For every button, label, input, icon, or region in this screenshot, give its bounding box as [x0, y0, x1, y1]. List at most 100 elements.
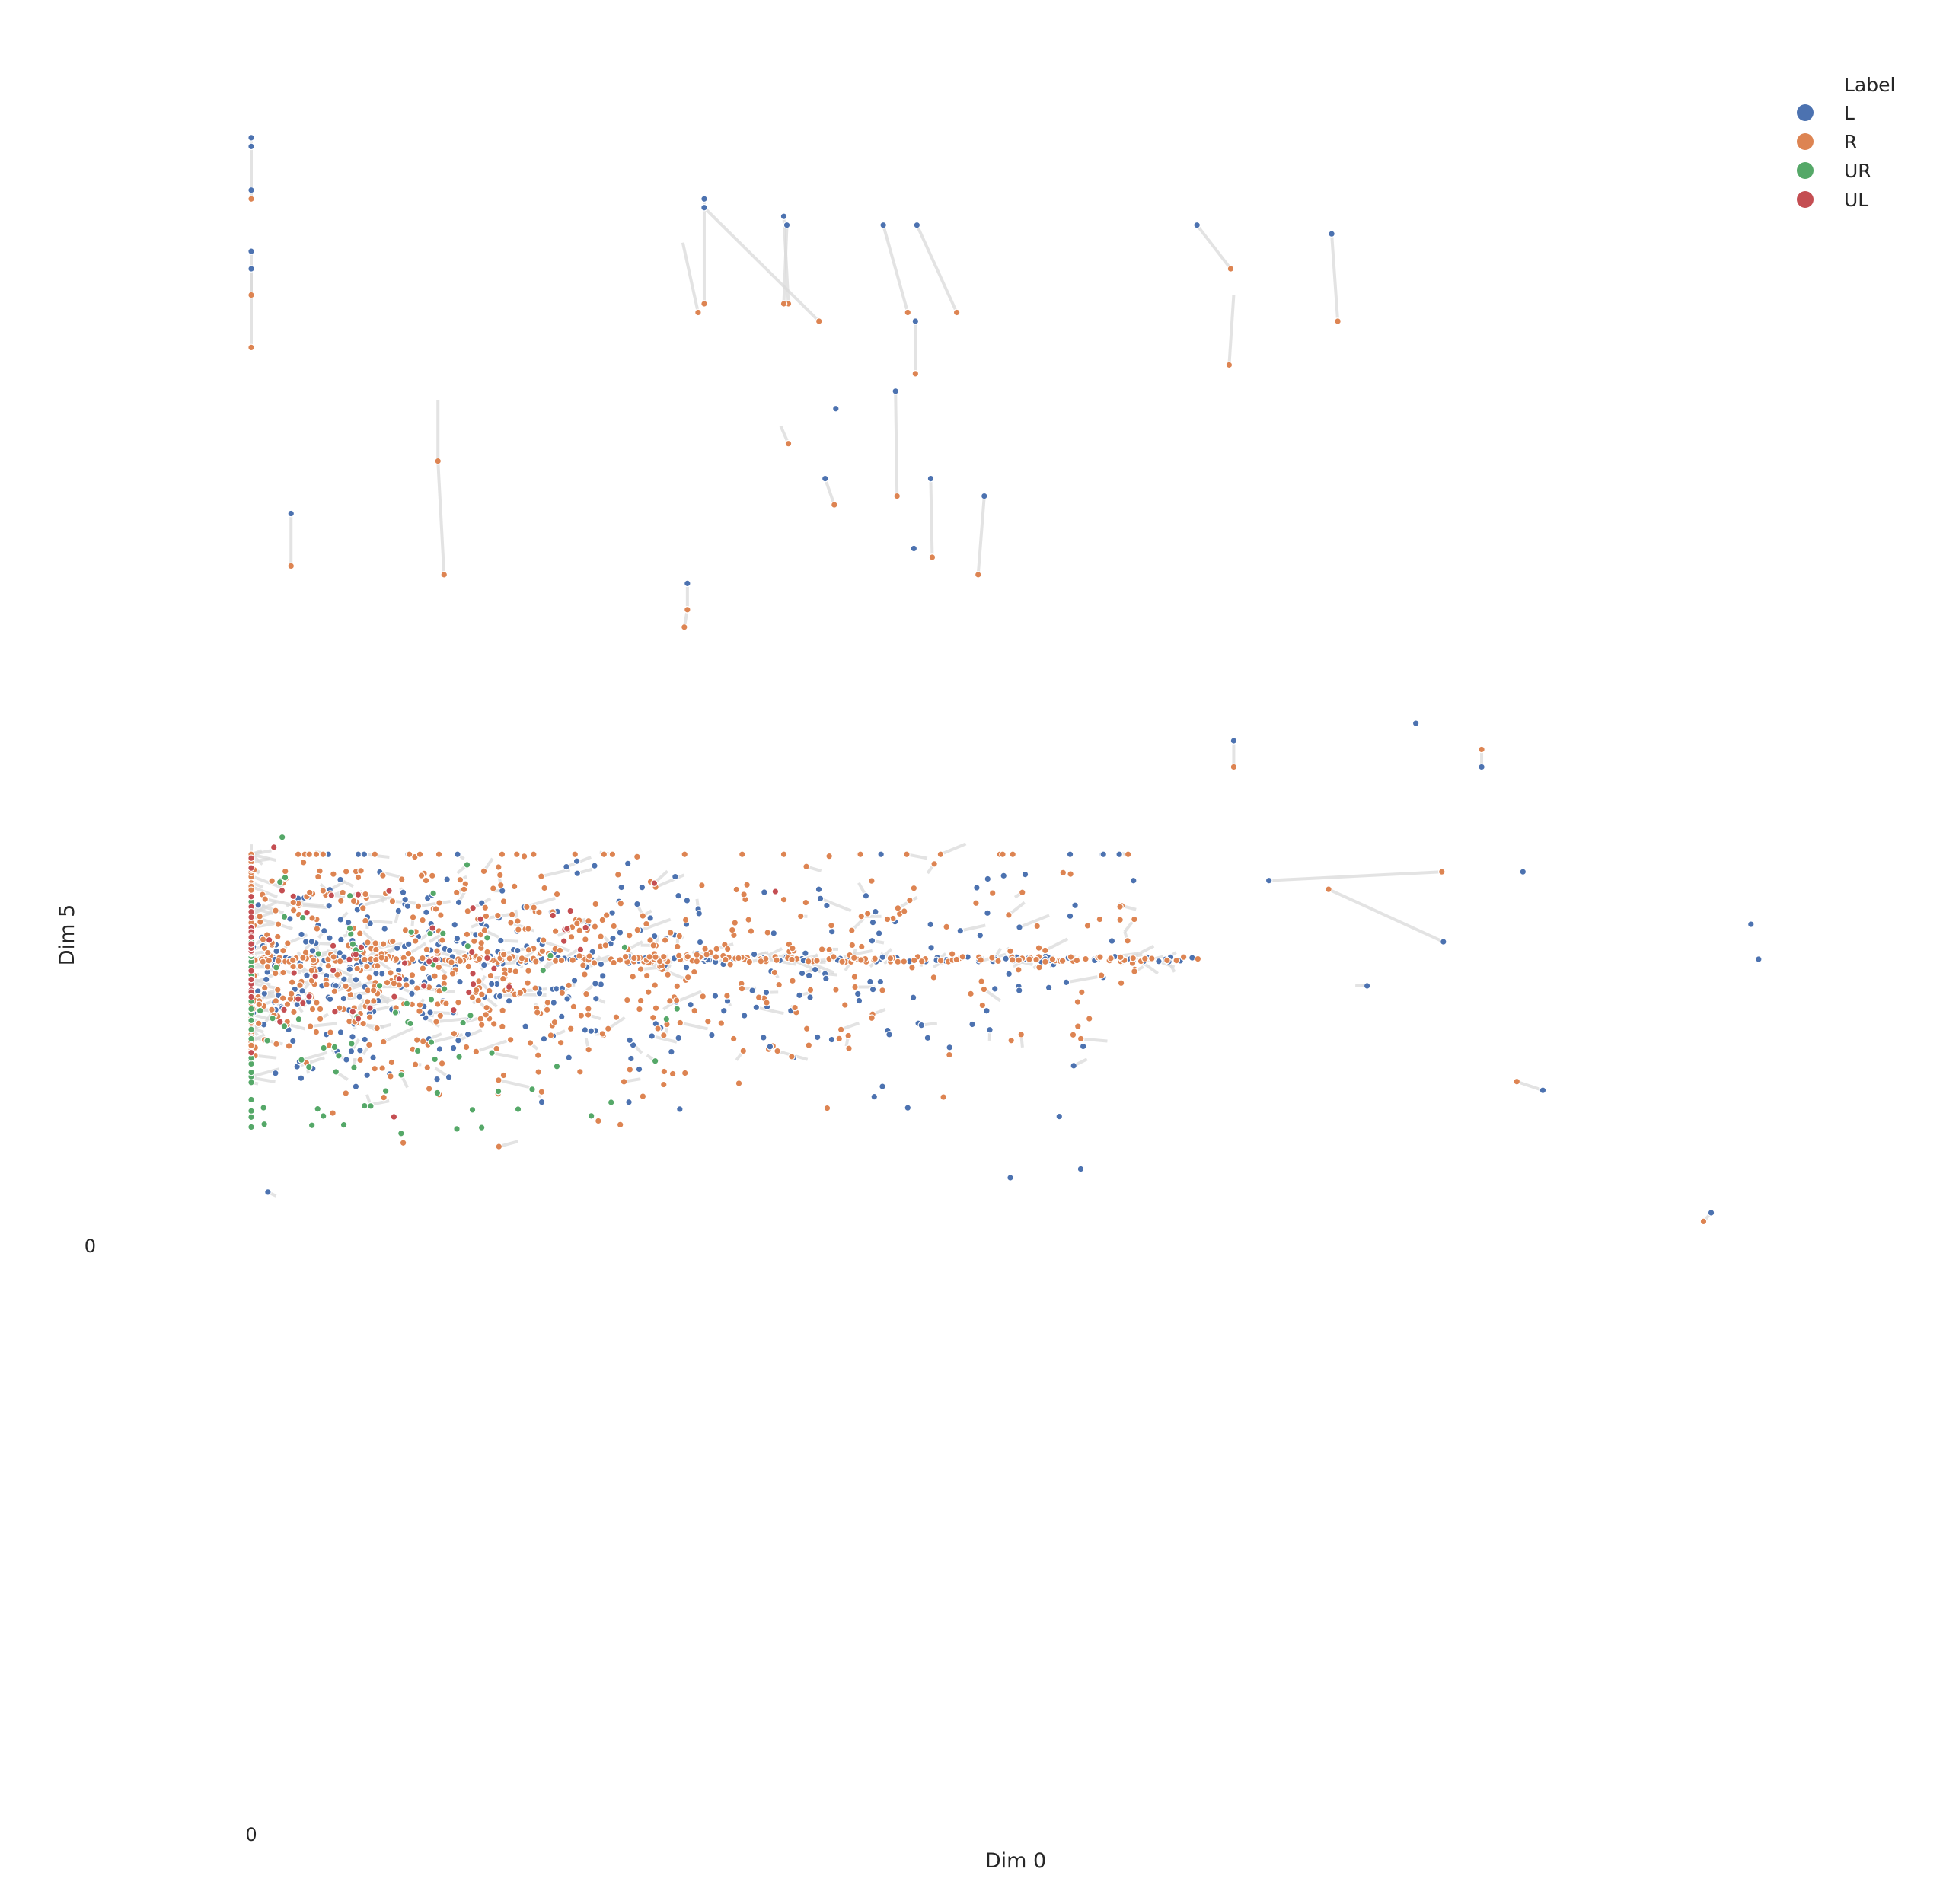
pair-line — [1195, 224, 1232, 270]
pair-line — [675, 990, 702, 1003]
data-point-l — [581, 1026, 589, 1034]
data-point-r — [299, 859, 308, 866]
data-point-r — [313, 999, 321, 1006]
data-point-r — [323, 981, 330, 989]
data-point-r — [312, 1028, 321, 1036]
data-point-l — [573, 869, 582, 877]
data-point-r — [373, 962, 381, 970]
data-point-ur — [464, 942, 472, 950]
data-point-r — [263, 962, 272, 971]
data-point-l — [522, 1022, 529, 1030]
data-point-ul — [354, 1015, 362, 1022]
data-point-r — [330, 870, 337, 878]
data-point-r — [700, 300, 708, 308]
data-point-r — [886, 955, 895, 962]
data-point-ur — [440, 985, 448, 993]
data-point-ul — [450, 1006, 458, 1014]
data-point-ur — [429, 889, 437, 898]
data-point-r — [639, 1092, 647, 1100]
data-point-r — [408, 955, 416, 963]
pair-line — [498, 1078, 531, 1089]
data-point-ur — [269, 1014, 276, 1022]
pair-line — [310, 1022, 337, 1029]
data-point-r — [633, 926, 642, 934]
data-point-r — [731, 919, 739, 926]
data-point-ur — [433, 1089, 442, 1097]
data-point-r — [693, 957, 701, 965]
data-point-ul — [247, 864, 255, 872]
data-point-r — [602, 911, 611, 919]
data-point-ur — [247, 1123, 255, 1131]
data-point-r — [482, 1011, 490, 1019]
data-point-r — [273, 1040, 280, 1048]
x-axis-label: Dim 0 — [985, 1849, 1046, 1873]
data-point-r — [610, 958, 617, 967]
data-point-l — [347, 1048, 356, 1055]
data-point-r — [565, 981, 573, 990]
data-point-r — [571, 850, 579, 859]
data-point-r — [365, 974, 373, 981]
data-point-ur — [381, 1087, 390, 1095]
data-point-r — [525, 925, 532, 933]
data-point-r — [699, 993, 707, 1000]
data-point-r — [850, 954, 858, 962]
data-point-ur — [247, 1016, 255, 1025]
data-point-r — [268, 877, 276, 885]
data-point-r — [272, 907, 279, 914]
data-point-r — [499, 898, 508, 905]
data-point-r — [371, 850, 379, 859]
data-point-r — [337, 897, 345, 905]
data-point-r — [815, 317, 823, 325]
data-point-ul — [280, 1006, 288, 1014]
data-point-l — [700, 195, 708, 203]
data-point-r — [1017, 1031, 1026, 1038]
data-point-ul — [247, 933, 255, 941]
data-point-l — [340, 975, 348, 984]
data-point-r — [1026, 955, 1033, 963]
data-point-l — [805, 971, 813, 980]
data-point-r — [498, 850, 506, 859]
data-point-ur — [349, 940, 357, 949]
data-point-l — [913, 221, 921, 229]
data-point-r — [538, 872, 545, 880]
data-point-r — [620, 1078, 628, 1086]
data-point-l — [1016, 923, 1023, 931]
data-point-r — [414, 902, 423, 911]
data-point-r — [624, 996, 631, 1004]
data-point-r — [329, 1109, 337, 1117]
data-point-r — [372, 939, 379, 947]
data-point-r — [379, 872, 387, 879]
pair-line — [541, 868, 570, 879]
data-point-ul — [303, 908, 311, 917]
data-point-r — [305, 888, 314, 897]
data-point-ur — [547, 952, 554, 960]
data-point-r — [1097, 971, 1106, 979]
data-point-l — [336, 949, 344, 957]
data-point-r — [780, 300, 788, 308]
data-point-r — [728, 926, 736, 934]
data-point-ul — [357, 943, 365, 952]
data-point-ul — [477, 915, 484, 923]
data-point-r — [1067, 953, 1075, 961]
data-point-ul — [582, 923, 589, 932]
data-point-r — [868, 1014, 876, 1022]
data-point-r — [247, 195, 255, 203]
data-point-r — [1148, 955, 1156, 962]
data-point-l — [1412, 719, 1420, 727]
data-point-r — [625, 931, 633, 939]
data-point-r — [844, 1032, 853, 1040]
data-point-l — [986, 1025, 994, 1034]
data-point-r — [630, 954, 638, 962]
data-point-l — [976, 931, 984, 939]
data-point-r — [780, 895, 788, 904]
data-point-ul — [278, 887, 286, 895]
data-point-l — [372, 969, 380, 978]
pair-line — [655, 873, 685, 889]
data-point-r — [495, 1143, 503, 1150]
data-point-r — [327, 1029, 334, 1036]
data-point-l — [876, 978, 885, 986]
data-point-ur — [494, 1087, 502, 1096]
data-point-r — [472, 986, 480, 994]
data-point-l — [627, 1054, 635, 1063]
data-point-r — [621, 952, 630, 961]
